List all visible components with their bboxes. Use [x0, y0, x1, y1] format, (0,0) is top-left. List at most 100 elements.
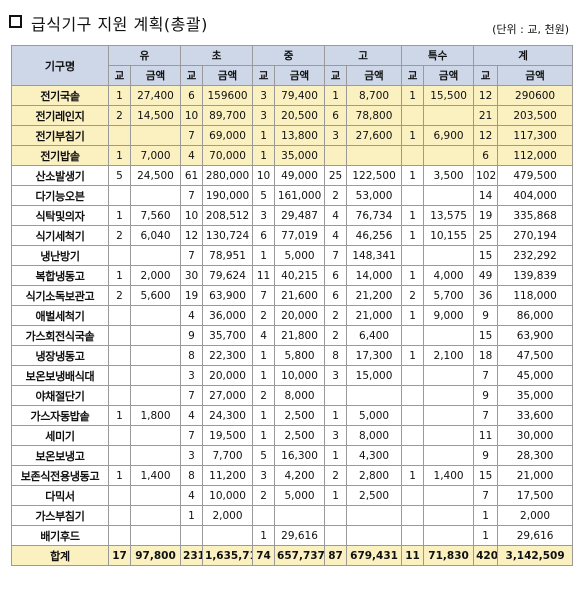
amount-cell	[423, 445, 475, 466]
amount-cell: 4,200	[274, 465, 326, 486]
school-count-cell	[401, 425, 425, 446]
item-name-cell: 세미기	[11, 425, 109, 446]
table-row: 전기레인지 2 14,500 10 89,700 3 20,500 6 78,800 21 203,…	[11, 105, 574, 126]
school-count-cell: 1	[324, 85, 348, 106]
amount-cell: 6,040	[129, 225, 182, 246]
table-row: 가스자동밥솥 1 1,800 4 24,300 1 2,500 1 5,000 7 33,600	[11, 405, 574, 426]
school-count-cell: 7	[180, 245, 204, 266]
table-row: 보온보냉배식대 3 20,000 1 10,000 3 15,000 7 45,000	[11, 365, 574, 386]
amount-cell: 5,600	[129, 285, 182, 306]
amount-cell: 2,800	[346, 465, 403, 486]
school-count-cell: 1	[401, 345, 425, 366]
amount-cell: 203,500	[497, 105, 574, 126]
total-row: 합계1797,8002311,635,71174657,73787679,431…	[11, 545, 574, 566]
school-count-cell	[401, 405, 425, 426]
table-row: 다기능오븐 7 190,000 5 161,000 2 53,000 14 404,000	[11, 185, 574, 206]
table-row: 냉난방기 7 78,951 1 5,000 7 148,341 15 232,292	[11, 245, 574, 266]
school-count-cell: 1	[401, 165, 425, 186]
school-count-cell: 1	[324, 445, 348, 466]
school-count-cell: 3	[324, 125, 348, 146]
school-count-cell	[180, 525, 204, 546]
school-count-cell: 2	[324, 185, 348, 206]
school-count-cell: 1	[252, 345, 276, 366]
header-group-total: 계	[473, 45, 574, 66]
amount-cell	[129, 385, 182, 406]
school-count-cell: 2	[108, 285, 131, 306]
table-row: 배기후드 1 29,616 1 29,616	[11, 525, 574, 546]
table-body: 전기국솥 1 27,400 6 159600 3 79,400 1 8,700 1 15,500 12…	[11, 85, 574, 566]
checkbox-square-icon	[9, 15, 22, 28]
school-count-cell: 1	[324, 485, 348, 506]
amount-cell: 49,000	[274, 165, 326, 186]
amount-cell: 208,512	[202, 205, 254, 226]
school-count-cell: 25	[324, 165, 348, 186]
item-name-cell: 가스부침기	[11, 505, 109, 526]
school-count-cell: 9	[473, 445, 499, 466]
amount-cell: 122,500	[346, 165, 403, 186]
amount-cell: 21,000	[346, 305, 403, 326]
amount-cell	[423, 145, 475, 166]
amount-cell: 335,868	[497, 205, 574, 226]
header-sub-count: 교	[180, 65, 204, 86]
school-count-cell: 15	[473, 245, 499, 266]
header-sub-amount: 금액	[346, 65, 403, 86]
school-count-cell: 3	[252, 205, 276, 226]
school-count-cell: 7	[473, 485, 499, 506]
header-sub-count: 교	[473, 65, 499, 86]
amount-cell	[346, 525, 403, 546]
school-count-cell: 6	[473, 145, 499, 166]
school-count-cell: 2	[324, 325, 348, 346]
school-count-cell	[108, 445, 131, 466]
header-sub-count: 교	[401, 65, 425, 86]
amount-cell: 5,700	[423, 285, 475, 306]
amount-cell: 5,000	[274, 485, 326, 506]
school-count-cell: 4	[324, 225, 348, 246]
school-count-cell	[401, 185, 425, 206]
amount-cell: 30,000	[497, 425, 574, 446]
amount-cell: 17,300	[346, 345, 403, 366]
school-count-cell	[401, 385, 425, 406]
amount-cell: 86,000	[497, 305, 574, 326]
item-name-cell: 가스자동밥솥	[11, 405, 109, 426]
school-count-cell: 1	[401, 205, 425, 226]
table-row: 가스회전식국솥 9 35,700 4 21,800 2 6,400 15 63,900	[11, 325, 574, 346]
amount-cell	[423, 185, 475, 206]
school-count-cell: 74	[252, 545, 276, 566]
school-count-cell: 2	[324, 305, 348, 326]
amount-cell	[129, 505, 182, 526]
table-row: 전기밥솥 1 7,000 4 70,000 1 35,000 6 112,000	[11, 145, 574, 166]
item-name-cell: 애벌세척기	[11, 305, 109, 326]
school-count-cell	[324, 385, 348, 406]
amount-cell: 47,500	[497, 345, 574, 366]
school-count-cell: 18	[473, 345, 499, 366]
header-group-middle: 중	[252, 45, 326, 66]
school-count-cell: 1	[252, 125, 276, 146]
item-name-cell: 다기능오븐	[11, 185, 109, 206]
amount-cell: 28,300	[497, 445, 574, 466]
school-count-cell	[401, 325, 425, 346]
school-count-cell: 4	[180, 305, 204, 326]
header-sub-amount: 금액	[497, 65, 574, 86]
header-group-kindergarten: 유	[107, 45, 182, 66]
school-count-cell: 7	[324, 245, 348, 266]
school-count-cell: 1	[401, 85, 425, 106]
school-count-cell	[401, 505, 425, 526]
amount-cell: 2,500	[274, 425, 326, 446]
amount-cell: 10,000	[202, 485, 254, 506]
amount-cell: 20,500	[274, 105, 326, 126]
header-group-elementary: 초	[180, 45, 254, 66]
table-row: 전기부침기 7 69,000 1 13,800 3 27,600 1 6,900 12 117,30…	[11, 125, 574, 146]
amount-cell: 24,500	[129, 165, 182, 186]
amount-cell: 148,341	[346, 245, 403, 266]
amount-cell: 5,000	[346, 405, 403, 426]
school-count-cell: 12	[473, 85, 499, 106]
header-sub-amount: 금액	[274, 65, 326, 86]
amount-cell	[129, 345, 182, 366]
amount-cell	[423, 105, 475, 126]
header-sub-count: 교	[252, 65, 276, 86]
amount-cell: 8,700	[346, 85, 403, 106]
school-count-cell: 1	[180, 505, 204, 526]
amount-cell: 232,292	[497, 245, 574, 266]
amount-cell: 21,800	[274, 325, 326, 346]
item-name-cell: 가스회전식국솥	[11, 325, 109, 346]
